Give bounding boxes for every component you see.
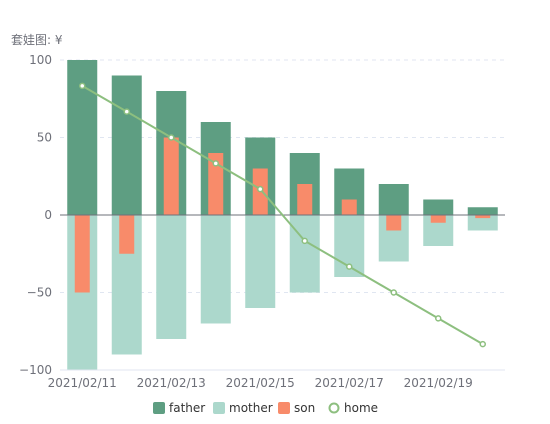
x-tick-label: 2021/02/15 — [226, 376, 295, 390]
x-tick-label: 2021/02/17 — [315, 376, 384, 390]
legend: father mother son home — [153, 401, 378, 415]
home-point — [346, 263, 353, 270]
home-line — [79, 82, 486, 348]
legend-label-father: father — [169, 401, 205, 415]
bar-son — [430, 215, 446, 223]
y-tick-label: 50 — [37, 131, 52, 145]
bar-son — [341, 199, 357, 215]
home-point — [168, 134, 175, 141]
bar-mother — [156, 215, 187, 339]
home-point — [301, 237, 308, 245]
y-tick-label: 0 — [44, 208, 52, 222]
bar-son — [208, 153, 224, 215]
legend-item-son: son — [278, 401, 315, 415]
bar-father — [423, 199, 454, 215]
bar-son — [74, 215, 90, 293]
bar-son — [297, 184, 313, 215]
legend-label-home: home — [344, 401, 378, 415]
y-axis-ticks: 100 50 0 −50 −100 — [19, 53, 52, 377]
home-point — [479, 340, 486, 348]
bar-mother — [289, 215, 320, 293]
bar-mother — [245, 215, 276, 308]
home-point — [257, 185, 264, 193]
x-axis-ticks: 2021/02/11 2021/02/13 2021/02/15 2021/02/17… — [48, 376, 473, 390]
legend-label-son: son — [294, 401, 315, 415]
bar-father — [111, 75, 142, 215]
legend-marker-mother — [213, 402, 225, 414]
home-point — [390, 289, 397, 296]
bar-father — [378, 184, 409, 215]
x-tick-label: 2021/02/19 — [404, 376, 473, 390]
bar-mother — [467, 215, 498, 231]
bar-father — [467, 207, 498, 215]
legend-label-mother: mother — [229, 401, 273, 415]
home-point — [79, 82, 86, 90]
y-tick-label: 100 — [29, 53, 52, 67]
y-tick-label: −100 — [19, 363, 52, 377]
x-tick-label: 2021/02/11 — [48, 376, 117, 390]
bar-son — [386, 215, 402, 231]
home-point — [123, 108, 130, 115]
legend-item-home: home — [328, 401, 378, 415]
legend-item-mother: mother — [213, 401, 273, 415]
home-point — [435, 315, 442, 322]
bars — [67, 60, 498, 370]
y-tick-label: −50 — [27, 286, 52, 300]
bar-mother — [200, 215, 231, 324]
home-series-line — [81, 85, 484, 345]
y-axis-label: 套娃图: ¥ — [11, 33, 63, 47]
home-point — [212, 160, 219, 167]
x-tick-label: 2021/02/13 — [137, 376, 206, 390]
legend-marker-home — [328, 402, 340, 414]
bar-son — [475, 215, 491, 219]
legend-marker-father — [153, 402, 165, 414]
legend-item-father: father — [153, 401, 205, 415]
legend-marker-son — [278, 402, 290, 414]
bar-son — [119, 215, 135, 254]
bar-son — [163, 137, 179, 215]
